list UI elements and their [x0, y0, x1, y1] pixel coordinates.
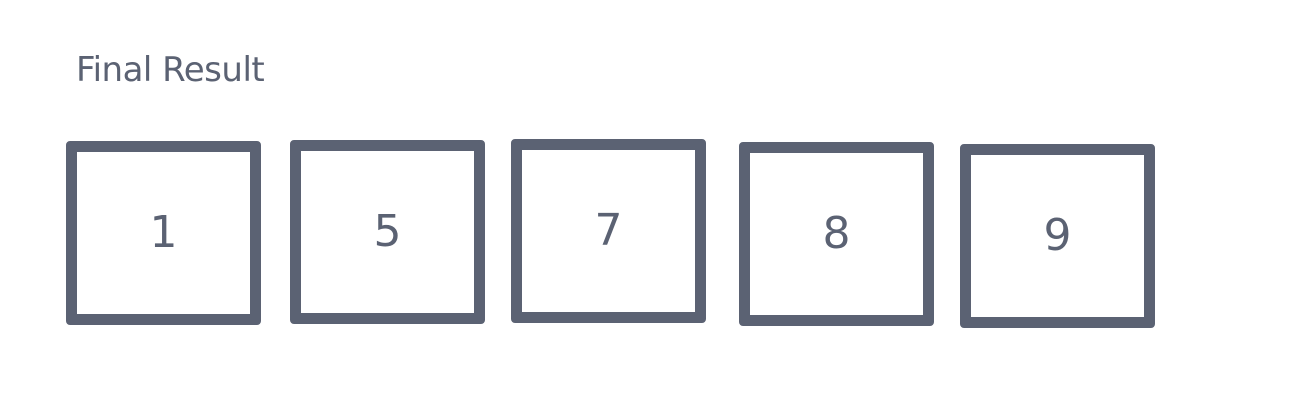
box-value: 5: [373, 206, 402, 257]
result-box: 7: [511, 139, 706, 323]
box-value: 1: [149, 207, 178, 258]
result-box: 9: [960, 144, 1155, 328]
box-value: 9: [1043, 210, 1072, 261]
page-title: Final Result: [76, 50, 265, 90]
result-box: 5: [290, 140, 485, 324]
result-box: 1: [66, 141, 261, 325]
box-value: 7: [594, 205, 623, 256]
result-box: 8: [739, 142, 934, 326]
box-value: 8: [822, 208, 851, 259]
